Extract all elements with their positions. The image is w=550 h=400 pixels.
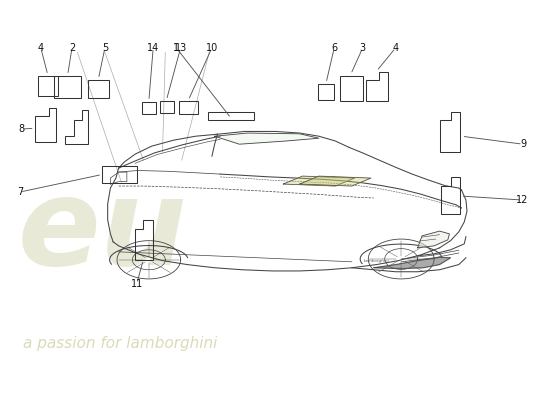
- Text: 11: 11: [131, 279, 143, 289]
- Text: 5: 5: [102, 43, 108, 53]
- Text: 3: 3: [360, 43, 366, 53]
- Text: 1: 1: [173, 43, 179, 53]
- Text: 10: 10: [206, 43, 218, 53]
- Polygon shape: [214, 133, 319, 144]
- Text: Lamborghini: Lamborghini: [364, 258, 389, 262]
- Text: 4: 4: [393, 43, 399, 53]
- Text: 8: 8: [19, 124, 25, 134]
- Text: 9: 9: [520, 139, 526, 149]
- Text: 14: 14: [147, 43, 159, 53]
- Text: eu: eu: [17, 173, 187, 290]
- Text: 7: 7: [16, 187, 23, 197]
- Polygon shape: [417, 231, 449, 248]
- Polygon shape: [283, 176, 355, 186]
- Text: 2: 2: [69, 43, 75, 53]
- Text: a passion for lamborghini: a passion for lamborghini: [23, 336, 217, 351]
- Text: 6: 6: [331, 43, 337, 53]
- Text: 4: 4: [38, 43, 44, 53]
- Polygon shape: [374, 258, 450, 268]
- Polygon shape: [300, 176, 371, 186]
- Text: 13: 13: [174, 43, 187, 53]
- Text: 12: 12: [516, 195, 528, 205]
